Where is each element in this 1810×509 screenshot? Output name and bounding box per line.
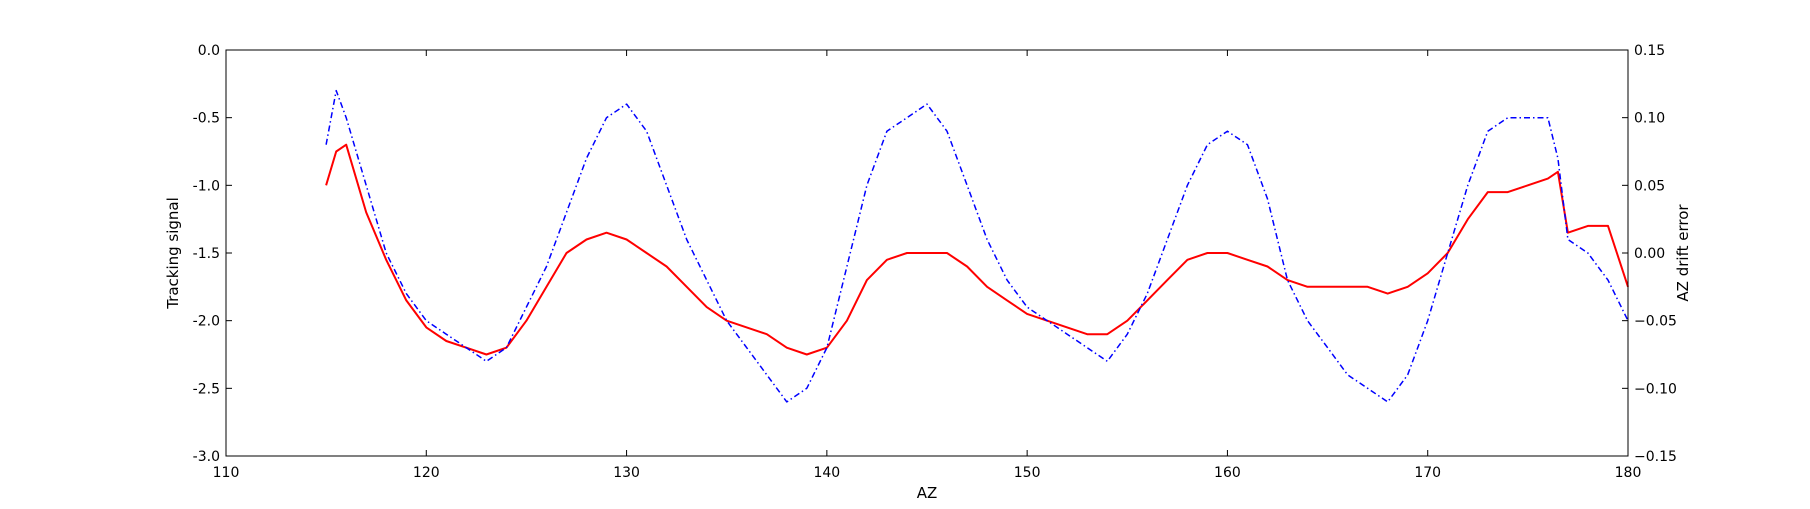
x-tick-label: 140 (813, 465, 840, 481)
y2-tick-label: 0.00 (1634, 246, 1665, 262)
y-tick-label: -0.5 (193, 111, 220, 127)
y-tick-label: -2.0 (193, 314, 220, 330)
x-axis-label: AZ (917, 484, 938, 502)
y-tick-label: -1.0 (193, 178, 220, 194)
series-line-0 (325, 143, 1629, 356)
y2-tick-label: −0.05 (1634, 314, 1677, 330)
y2-axis-label: AZ drift error (1674, 204, 1692, 302)
y2-tick-label: 0.15 (1634, 43, 1665, 59)
y2-tick-label: 0.10 (1634, 111, 1665, 127)
x-tick-label: 130 (613, 465, 640, 481)
y-axis-label: Tracking signal (164, 197, 182, 310)
series-line-1 (325, 89, 1629, 403)
y2-tick-label: 0.05 (1634, 178, 1665, 194)
y-tick-label: -3.0 (193, 449, 220, 465)
y2-tick-label: −0.15 (1634, 449, 1677, 465)
y-tick-label: -1.5 (193, 246, 220, 262)
x-tick-label: 150 (1014, 465, 1041, 481)
x-tick-label: 120 (413, 465, 440, 481)
x-tick-label: 170 (1414, 465, 1441, 481)
x-tick-label: 110 (213, 465, 240, 481)
y-tick-label: 0.0 (198, 43, 220, 59)
x-tick-label: 180 (1615, 465, 1642, 481)
y-tick-label: -2.5 (193, 381, 220, 397)
x-tick-label: 160 (1214, 465, 1241, 481)
y2-tick-label: −0.10 (1634, 381, 1677, 397)
